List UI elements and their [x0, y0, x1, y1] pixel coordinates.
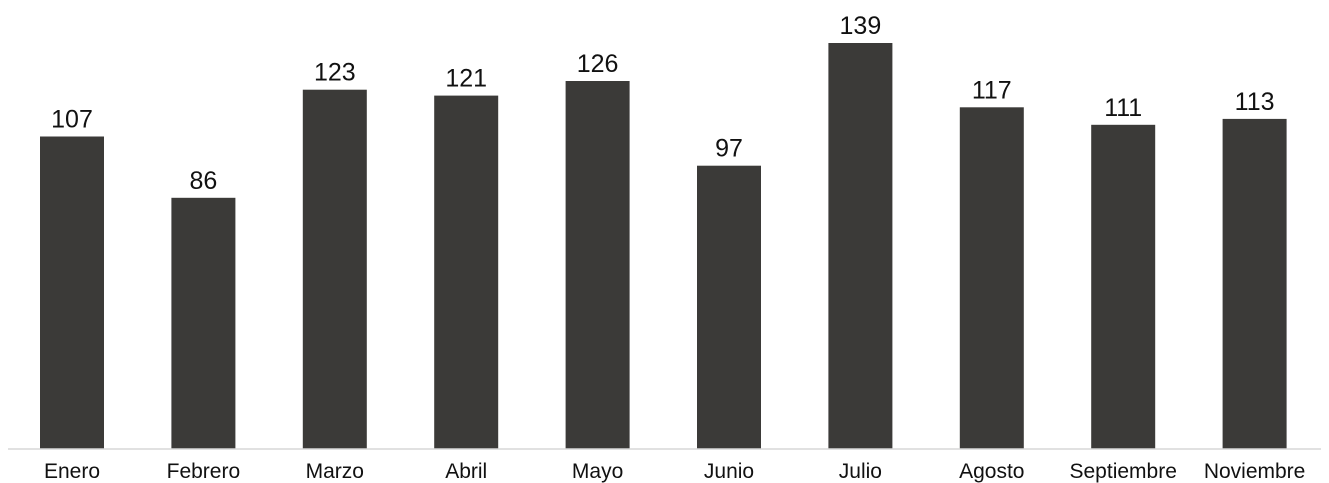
bar-marzo: [302, 89, 367, 449]
data-label-julio: 139: [840, 12, 882, 40]
x-tick-labels-group: Enero Febrero Marzo Abril Mayo Junio Julio Agos…: [44, 460, 1305, 483]
data-label-marzo: 123: [314, 59, 356, 87]
x-tick-label-enero: Enero: [44, 460, 100, 483]
data-label-junio: 97: [715, 135, 743, 163]
x-tick-label-febrero: Febrero: [167, 460, 241, 483]
x-tick-label-agosto: Agosto: [959, 460, 1024, 483]
data-label-enero: 107: [51, 106, 93, 134]
data-label-febrero: 86: [189, 167, 217, 195]
data-label-mayo: 126: [577, 50, 619, 78]
data-labels-group: 107 86 123 121 126 97 139 117 111 113: [51, 12, 1274, 195]
bar-abril: [434, 95, 499, 449]
x-tick-label-marzo: Marzo: [306, 460, 364, 483]
bar-agosto: [959, 107, 1024, 450]
x-tick-label-junio: Junio: [704, 460, 754, 483]
data-label-noviembre: 113: [1235, 88, 1275, 116]
data-label-abril: 121: [445, 65, 487, 93]
x-tick-label-mayo: Mayo: [572, 460, 623, 483]
bar-noviembre: [1222, 118, 1287, 450]
bar-enero: [40, 136, 104, 449]
data-label-septiembre: 111: [1104, 94, 1142, 122]
data-label-agosto: 117: [972, 76, 1012, 104]
x-tick-label-julio: Julio: [839, 460, 882, 483]
x-tick-label-septiembre: Septiembre: [1070, 460, 1177, 483]
bar-julio: [828, 43, 893, 449]
bar-junio: [697, 165, 761, 449]
bars-group: [40, 43, 1287, 450]
bar-febrero: [171, 197, 236, 449]
x-tick-label-noviembre: Noviembre: [1204, 460, 1306, 483]
bar-septiembre: [1091, 124, 1156, 450]
bar-mayo: [565, 81, 630, 449]
x-tick-label-abril: Abril: [445, 460, 487, 483]
